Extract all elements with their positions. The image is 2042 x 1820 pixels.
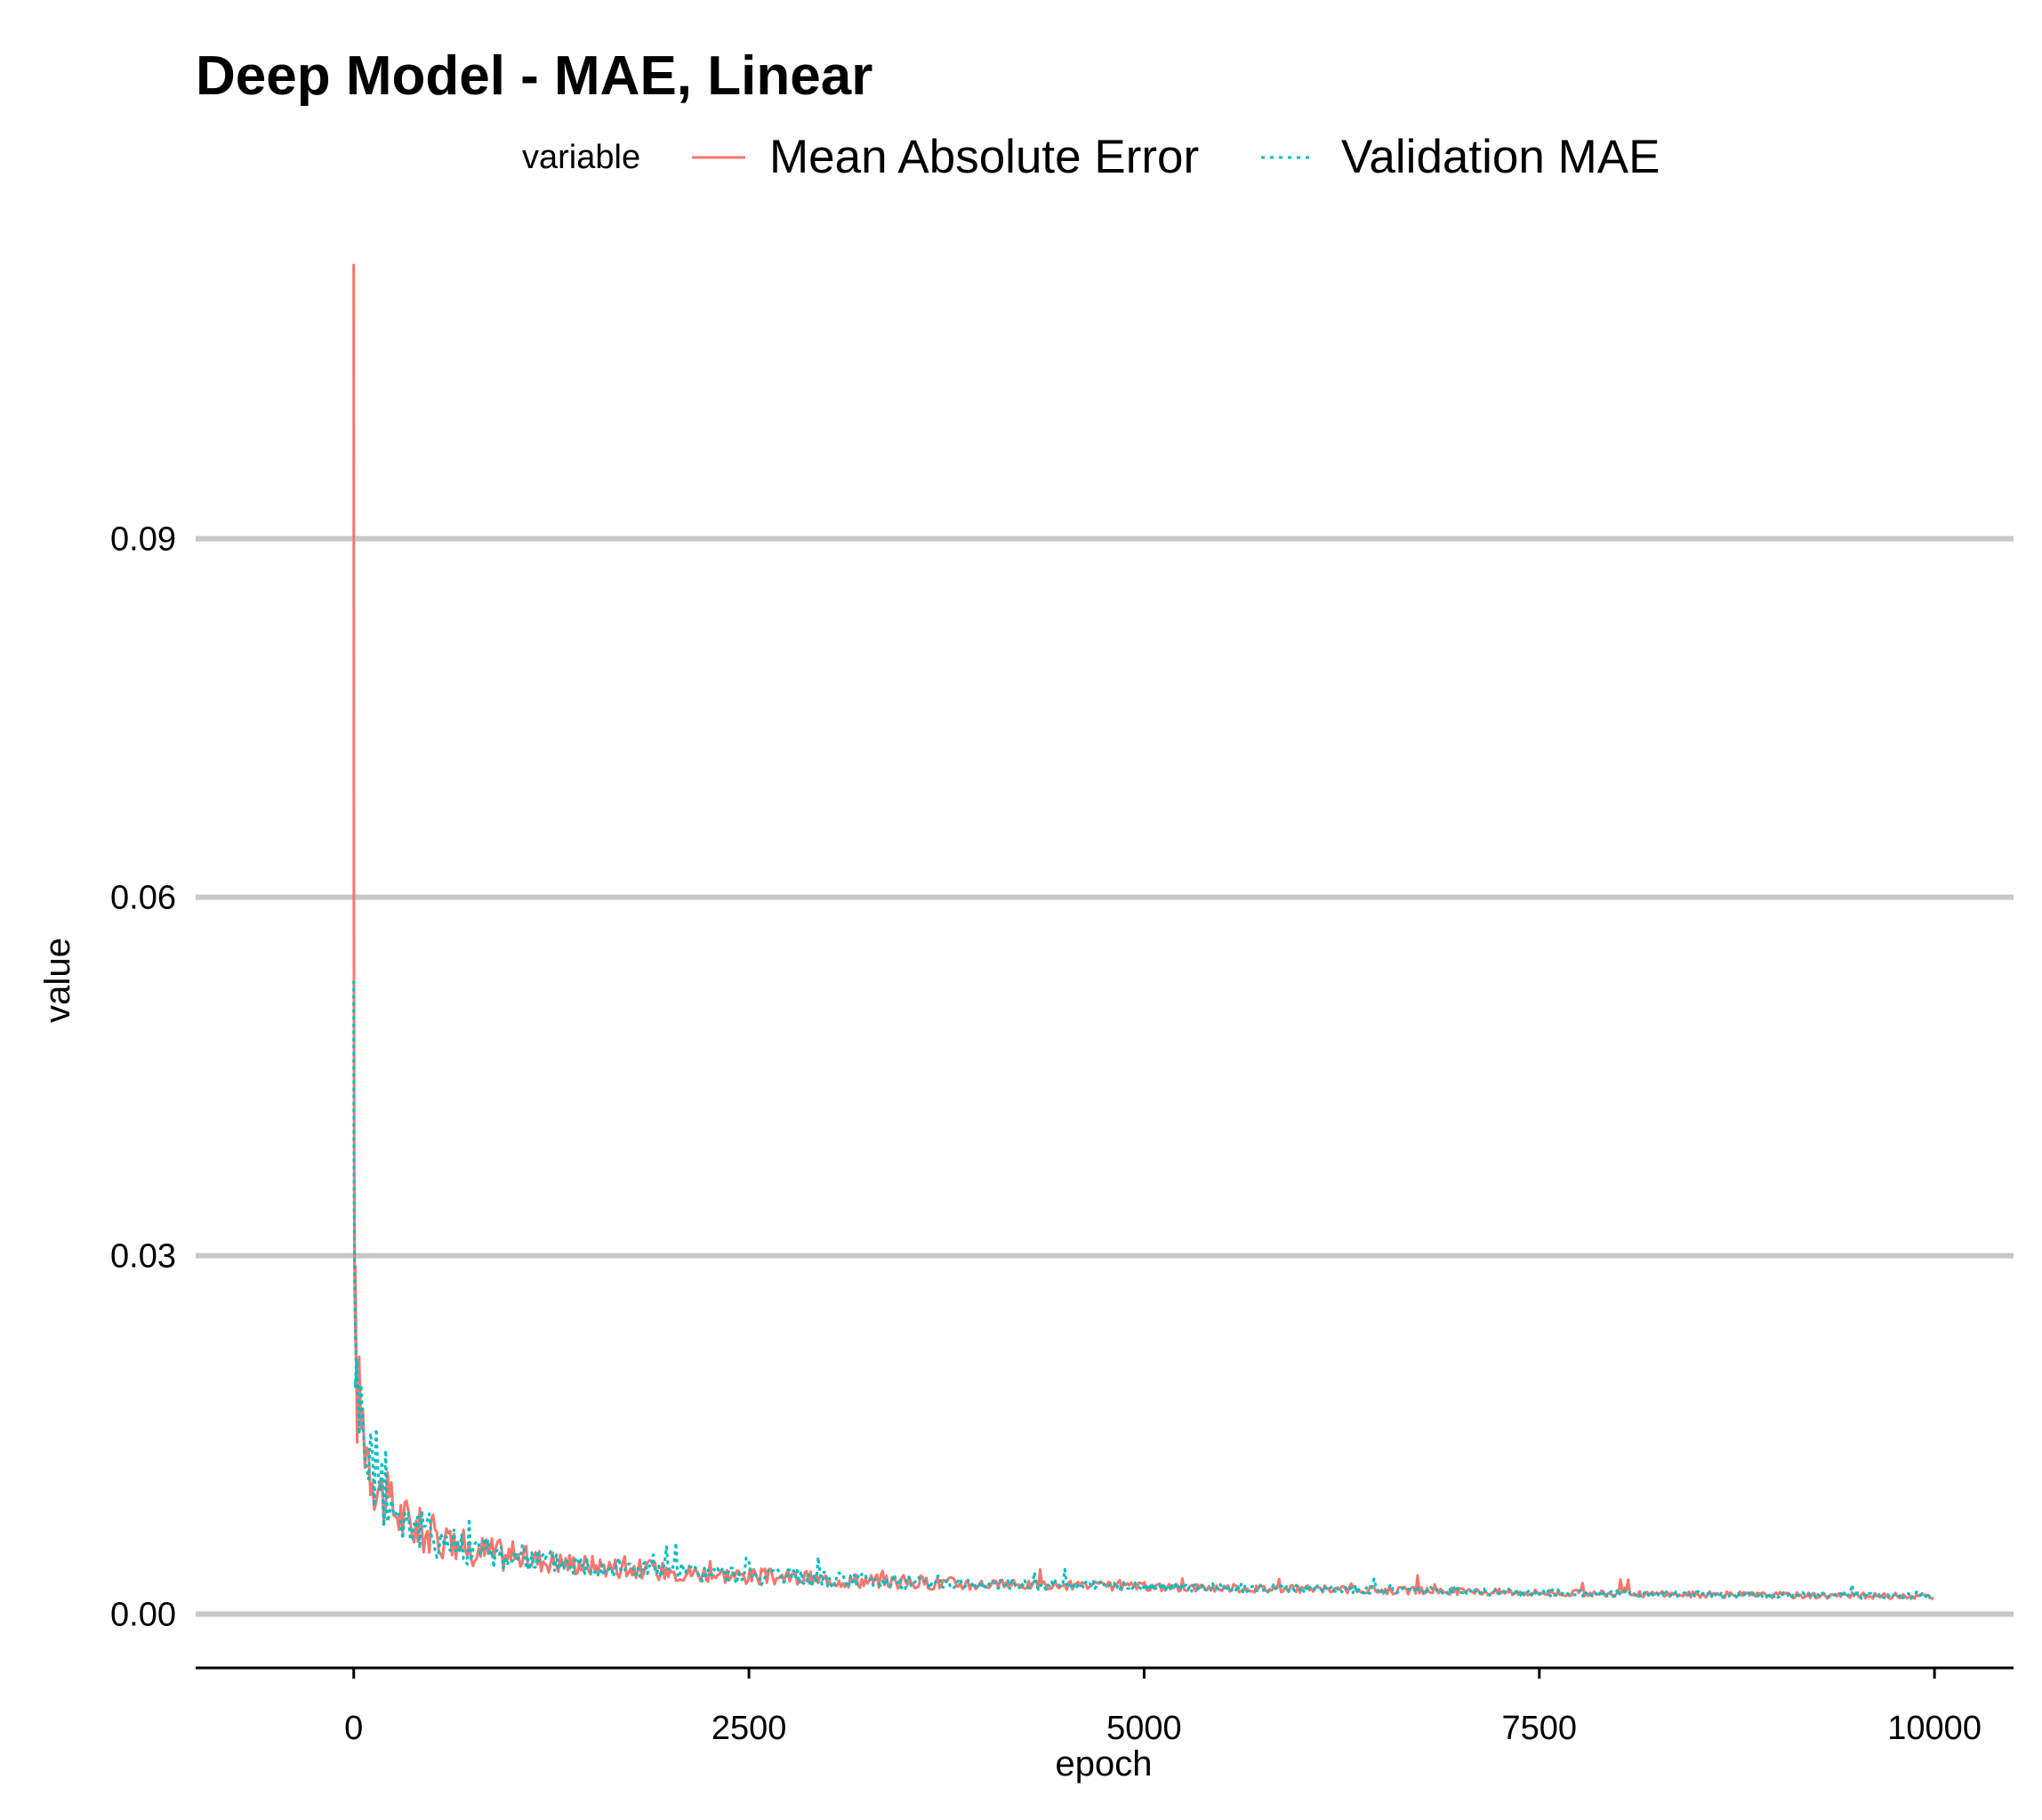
y-tick-label: 0.09 bbox=[110, 521, 176, 559]
legend-label-validation-mae: Validation MAE bbox=[1341, 131, 1660, 183]
x-axis-label: epoch bbox=[1056, 1744, 1153, 1784]
series-line-mean-absolute-error bbox=[352, 263, 1934, 1601]
series-layer bbox=[352, 263, 1934, 1601]
x-tick-label: 0 bbox=[344, 1710, 363, 1747]
x-tick-label: 7500 bbox=[1502, 1710, 1578, 1747]
x-tick-label: 10000 bbox=[1887, 1710, 1982, 1747]
legend-title: variable bbox=[522, 139, 640, 176]
legend-label-mean-absolute-error: Mean Absolute Error bbox=[769, 131, 1199, 183]
y-tick-label: 0.06 bbox=[110, 880, 176, 917]
chart-title: Deep Model - MAE, Linear bbox=[196, 45, 872, 107]
y-tick-label: 0.03 bbox=[110, 1238, 176, 1276]
legend: variable Mean Absolute Error Validation … bbox=[522, 131, 1660, 183]
y-axis-label: value bbox=[38, 938, 77, 1023]
y-tick-label: 0.00 bbox=[110, 1597, 176, 1634]
x-tick-label: 5000 bbox=[1106, 1710, 1182, 1747]
grid bbox=[196, 536, 2014, 1617]
axes: 0.00 0.03 0.06 0.09 0 2500 5000 7500 10000 bbox=[110, 521, 2014, 1747]
series-line-validation-mae bbox=[352, 980, 1934, 1600]
x-tick-label: 2500 bbox=[711, 1710, 787, 1747]
